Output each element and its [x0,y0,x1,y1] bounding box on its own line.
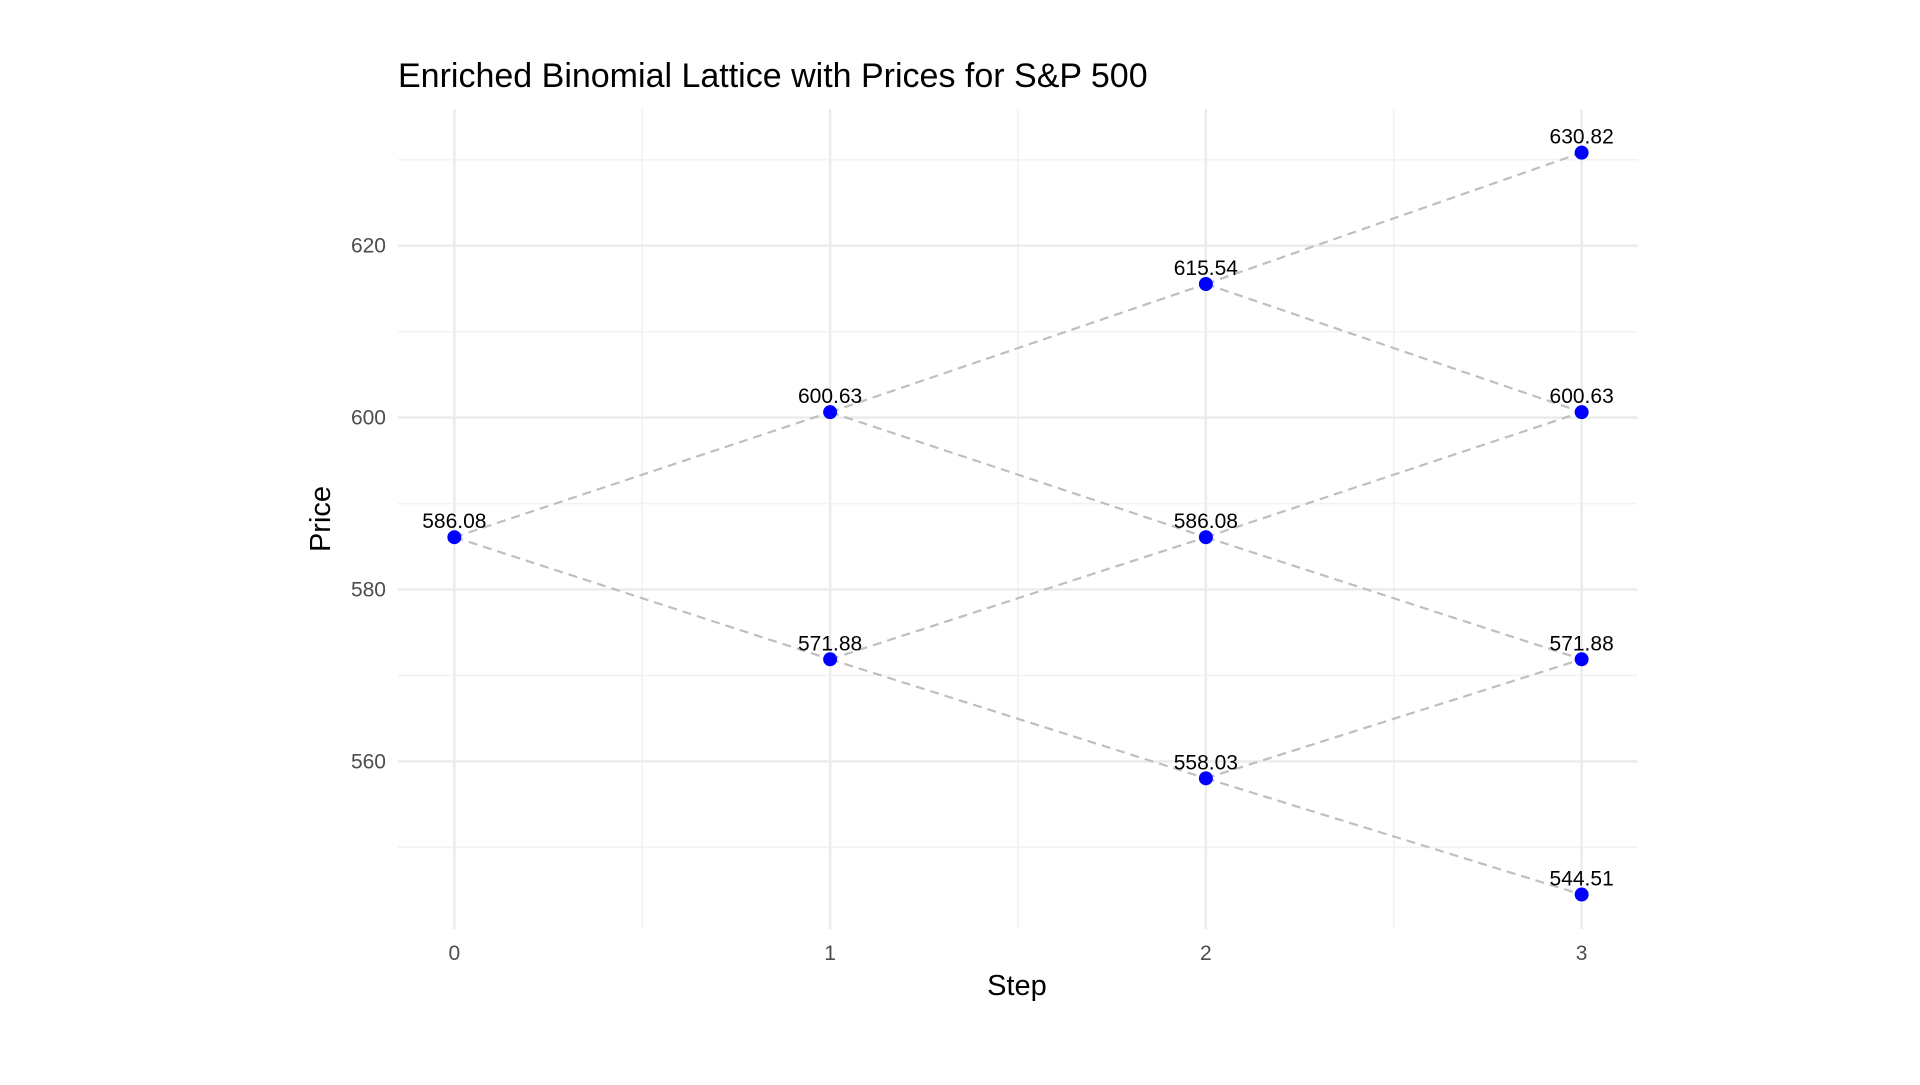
lattice-point [1198,277,1213,292]
lattice-point [1574,652,1589,667]
lattice-edge [1205,658,1582,780]
lattice-point [1198,771,1213,786]
lattice-point [1574,887,1589,902]
y-axis-title: Price [305,486,337,552]
lattice-edge [829,658,1207,780]
lattice-edge [454,411,831,539]
price-label: 544.51 [1550,868,1614,891]
lattice-edge [454,536,831,661]
y-tick-label: 580 [351,578,386,601]
lattice-point [823,405,838,420]
lattice-point [1574,145,1589,160]
y-tick-label: 600 [351,407,386,430]
lattice-edge [1205,536,1582,661]
lattice-edge [1205,411,1582,539]
x-tick-label: 1 [824,942,836,965]
price-label: 600.63 [798,385,862,408]
lattice-edge [829,282,1207,414]
y-tick-label: 620 [351,235,386,258]
point-labels: 586.08 600.63 571.88 615.54 586.08 558.03 630.… [422,126,1614,891]
major-grid [398,109,1638,929]
price-label: 571.88 [1550,632,1614,655]
lattice-point [1574,405,1589,420]
y-tick-label: 560 [351,750,386,773]
lattice-edges [454,151,1582,896]
minor-grid [398,109,1638,929]
lattice-point [823,652,838,667]
lattice-points [447,145,1589,902]
price-label: 558.03 [1174,751,1238,774]
y-axis-ticks: 560 580 600 620 [351,235,386,774]
x-axis-title: Step [987,970,1047,1002]
price-label: 615.54 [1174,257,1239,280]
lattice-edge [1205,282,1582,414]
lattice-edge [829,411,1207,539]
price-label: 571.88 [798,632,862,655]
chart-title: Enriched Binomial Lattice with Prices fo… [398,57,1148,95]
price-label: 586.08 [422,510,486,533]
price-label: 600.63 [1550,385,1614,408]
price-label: 630.82 [1550,126,1614,149]
lattice-edge [829,536,1207,661]
x-tick-label: 2 [1200,942,1212,965]
lattice-edge [1205,777,1582,896]
x-axis-ticks: 0 1 2 3 [449,942,1588,965]
price-label: 586.08 [1174,510,1238,533]
x-tick-label: 0 [449,942,461,965]
x-tick-label: 3 [1576,942,1588,965]
lattice-point [1198,530,1213,545]
lattice-edge [1205,151,1582,286]
lattice-point [447,530,462,545]
